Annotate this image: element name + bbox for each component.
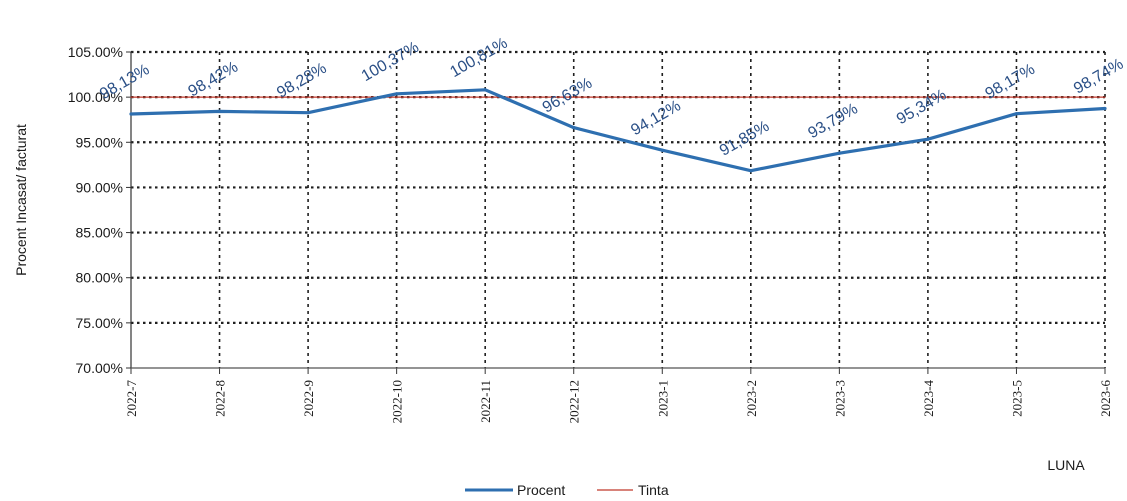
y-tick-label: 90.00%	[76, 179, 123, 195]
data-label: 94,12%	[628, 97, 683, 139]
x-tick-label: 2022-11	[478, 380, 493, 423]
x-tick-labels: 2022-7 2022-8 2022-9 2022-10 2022-11 2022-12 2…	[124, 380, 1113, 424]
data-label: 98,42%	[186, 59, 241, 101]
legend: Procent Tinta	[465, 482, 669, 498]
data-point-tinta	[573, 96, 575, 98]
legend-label-procent: Procent	[517, 482, 565, 498]
y-tick-label: 100.00%	[68, 89, 123, 105]
x-axis-title: LUNA	[1047, 457, 1085, 473]
x-tick-label: 2023-1	[655, 380, 670, 417]
data-point-procent	[837, 151, 841, 155]
legend-label-tinta: Tinta	[638, 482, 669, 498]
x-tick-label: 2022-7	[124, 380, 139, 417]
data-point-procent	[749, 169, 753, 173]
series-tinta	[130, 96, 1106, 98]
x-tick-label: 2022-9	[301, 380, 316, 417]
data-label: 96,63%	[540, 75, 595, 117]
data-point-tinta	[661, 96, 663, 98]
series-procent	[129, 88, 1107, 173]
data-point-procent	[395, 92, 399, 96]
data-point-procent	[483, 88, 487, 92]
data-point-procent	[1014, 112, 1019, 116]
x-tick-label: 2023-6	[1098, 380, 1113, 417]
data-point-procent	[129, 112, 133, 116]
data-label: 100,37%	[359, 39, 422, 85]
data-point-tinta	[130, 96, 132, 98]
data-point-procent	[660, 148, 664, 152]
data-label: 98,74%	[1071, 56, 1126, 98]
data-point-tinta	[927, 96, 929, 98]
x-tick-label: 2023-4	[921, 380, 936, 417]
x-tick-label: 2023-5	[1009, 380, 1024, 417]
data-point-tinta	[838, 96, 840, 98]
data-point-procent	[217, 109, 222, 114]
series-line-procent	[130, 88, 1106, 173]
y-tick-label: 85.00%	[76, 225, 123, 241]
data-point-tinta	[484, 96, 486, 98]
y-axis-title: Procent Incasat/ facturat	[13, 124, 29, 276]
data-point-tinta	[218, 96, 221, 98]
data-point-tinta	[307, 96, 309, 98]
x-tick-label: 2023-3	[832, 380, 847, 417]
y-tick-label: 95.00%	[76, 134, 123, 150]
data-label: 91,85%	[717, 118, 772, 160]
x-tick-label: 2023-2	[744, 380, 759, 417]
x-tick-label: 2022-10	[390, 380, 405, 423]
data-point-procent	[306, 111, 310, 115]
data-label: 95,34%	[894, 86, 949, 128]
y-tick-label: 70.00%	[76, 360, 123, 376]
x-tick-label: 2022-8	[213, 380, 228, 417]
data-point-tinta	[1015, 96, 1018, 98]
y-tick-label: 75.00%	[76, 315, 123, 331]
y-tick-label: 80.00%	[76, 270, 123, 286]
data-label: 98,28%	[274, 60, 329, 102]
data-point-tinta	[1104, 96, 1106, 98]
axes	[126, 51, 1106, 374]
data-label: 100,81%	[447, 35, 510, 81]
data-point-tinta	[396, 96, 398, 98]
data-point-procent	[926, 137, 930, 141]
x-tick-label: 2022-12	[567, 380, 582, 423]
y-tick-labels: 70.00% 75.00% 80.00% 85.00% 90.00% 95.00% 100.…	[68, 44, 123, 376]
y-tick-label: 105.00%	[68, 44, 123, 60]
data-point-procent	[1103, 106, 1107, 111]
data-label: 98,17%	[982, 61, 1037, 103]
data-point-procent	[572, 125, 576, 130]
data-label: 93,79%	[805, 100, 860, 142]
grid	[131, 50, 1106, 368]
data-point-tinta	[750, 96, 752, 98]
